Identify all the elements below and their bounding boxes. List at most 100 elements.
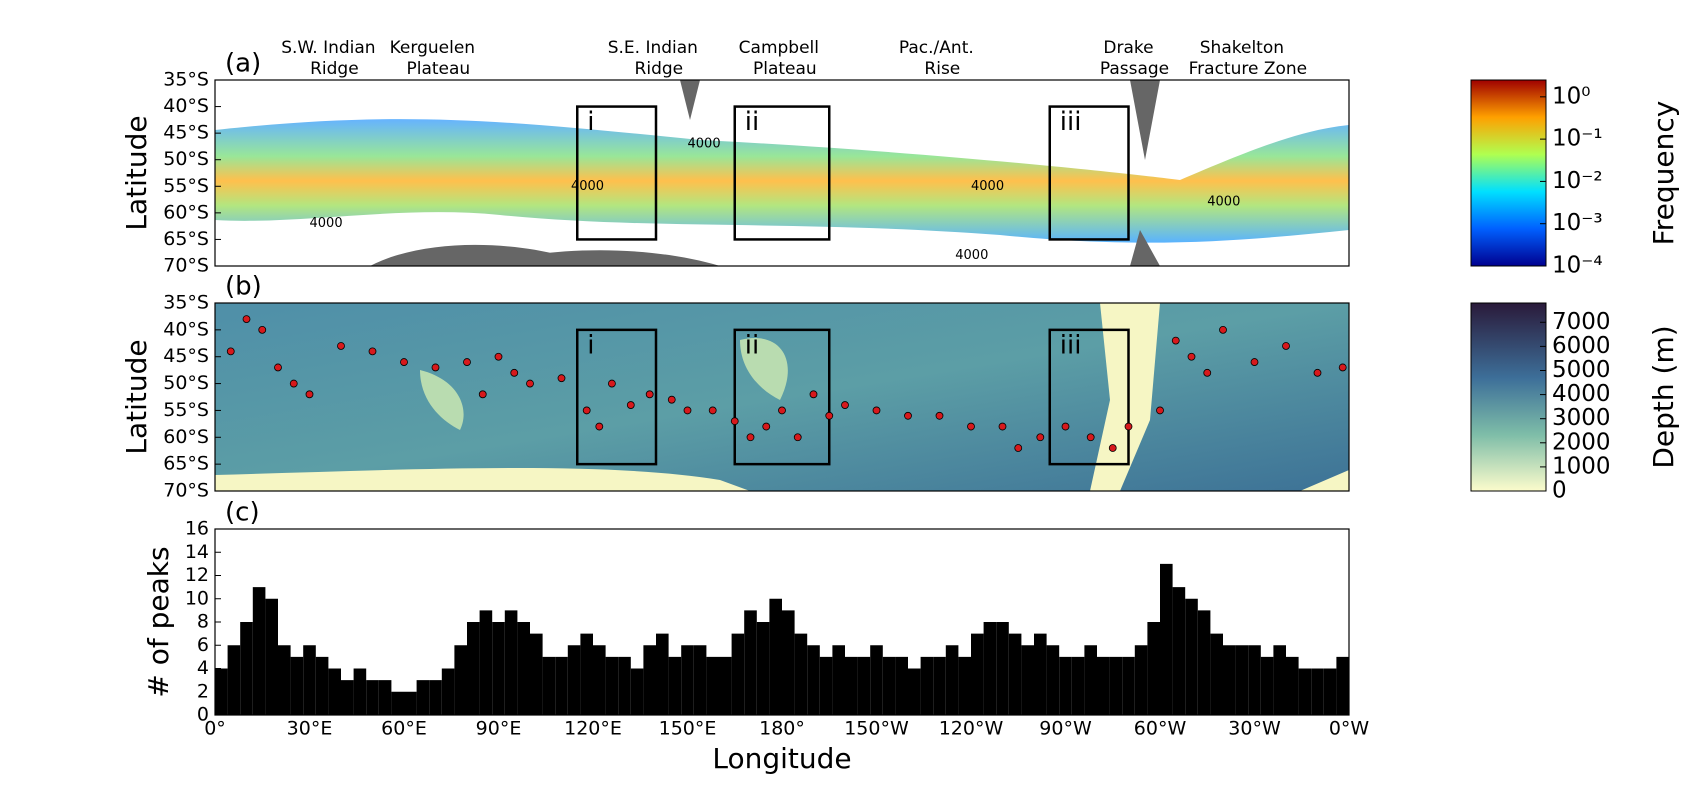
peak-point (872, 406, 881, 415)
y-tick-label: 65°S (163, 453, 209, 475)
peak-point (1203, 368, 1212, 377)
region-label: S.W. Indian (281, 38, 375, 58)
bar (1223, 645, 1236, 715)
region-box (733, 328, 831, 466)
peak-point (400, 358, 408, 366)
bar (555, 656, 568, 715)
colorbar-tick-label: 10⁰ (1552, 83, 1591, 109)
bar (240, 622, 253, 715)
bar (416, 680, 430, 715)
bar (1298, 668, 1312, 715)
box-label: ii (745, 107, 759, 137)
bar (605, 656, 619, 715)
colorbar-tick-label: 6000 (1552, 333, 1611, 359)
peak-point (258, 325, 267, 334)
y-axis-label: Latitude (120, 115, 153, 230)
colorbar-tick-label: 10⁻⁴ (1552, 253, 1603, 279)
peak-point (557, 374, 566, 383)
colorbar-tick-label: 2000 (1552, 429, 1611, 455)
bar (1097, 656, 1110, 715)
peak-point (935, 411, 944, 420)
bar (593, 645, 606, 715)
colorbar-tick-label: 0 (1552, 478, 1567, 504)
bar (656, 633, 669, 715)
region-label: Ridge (635, 59, 684, 79)
region-label: Ridge (310, 59, 359, 79)
x-axis-label: Longitude (712, 742, 851, 775)
peak-point (708, 406, 717, 415)
region-label: Plateau (753, 59, 817, 79)
colorbar-tick-label: 5000 (1552, 357, 1611, 383)
bar (1210, 633, 1223, 715)
peak-point (904, 411, 912, 420)
y-tick-label: 16 (185, 518, 209, 540)
bar (996, 622, 1009, 715)
contour-label: 4000 (971, 179, 1004, 194)
y-tick-label: 65°S (163, 228, 209, 250)
bar (328, 668, 341, 715)
x-tick-label: 120°E (564, 718, 622, 740)
bar (366, 680, 379, 715)
peak-point (998, 422, 1007, 431)
bar (215, 668, 228, 715)
box-label: i (587, 107, 594, 137)
bar (832, 645, 845, 715)
region-box (733, 105, 831, 241)
peak-point (595, 422, 604, 431)
bar (378, 680, 392, 715)
peak-point (1219, 325, 1227, 334)
y-tick-label: 0 (197, 704, 209, 726)
peak-point (809, 390, 818, 399)
y-tick-label: 8 (197, 611, 209, 633)
region-label: Shakelton (1200, 38, 1284, 58)
y-tick-label: 55°S (163, 399, 209, 421)
bar (517, 622, 530, 715)
colorbar-label: Frequency (1647, 101, 1680, 246)
x-tick-label: 90°E (476, 718, 522, 740)
colorbar-tick-label: 10⁻¹ (1552, 126, 1603, 152)
region-label: Campbell (739, 38, 819, 58)
peak-point (746, 433, 755, 442)
bar (1059, 656, 1072, 715)
bar (1248, 645, 1261, 715)
y-tick-label: 55°S (163, 175, 209, 197)
bar (945, 645, 959, 715)
peak-point (683, 406, 692, 415)
y-tick-label: 35°S (163, 69, 209, 91)
bar (1160, 563, 1173, 715)
peak-point (526, 379, 534, 388)
bar (567, 645, 581, 715)
bar (1109, 656, 1123, 715)
peak-point (226, 347, 235, 356)
bar (1134, 645, 1148, 715)
bar (756, 622, 770, 715)
region-label: S.E. Indian (608, 38, 698, 58)
peak-point (1124, 422, 1133, 431)
contour-label: 4000 (688, 136, 721, 151)
y-tick-label: 35°S (163, 292, 209, 314)
bar (719, 656, 732, 715)
bar (278, 645, 291, 715)
peak-point (431, 363, 440, 372)
bar (580, 633, 593, 715)
y-tick-label: 70°S (163, 480, 209, 502)
bar (454, 645, 467, 715)
y-tick-label: 14 (185, 541, 209, 563)
bar (807, 645, 820, 715)
bar (1122, 656, 1135, 715)
peak-point (368, 347, 377, 356)
x-tick-label: 180° (759, 718, 805, 740)
peak-point (730, 417, 739, 426)
y-tick-label: 2 (197, 680, 209, 702)
bar (290, 656, 304, 715)
y-tick-label: 4 (197, 657, 209, 679)
peak-point (582, 406, 591, 415)
colorbar-depth (1470, 302, 1547, 492)
bar (1084, 645, 1097, 715)
region-box (576, 105, 658, 241)
bar (429, 680, 442, 715)
y-tick-label: 12 (185, 564, 209, 586)
bar (1286, 656, 1299, 715)
peak-point (778, 406, 786, 415)
